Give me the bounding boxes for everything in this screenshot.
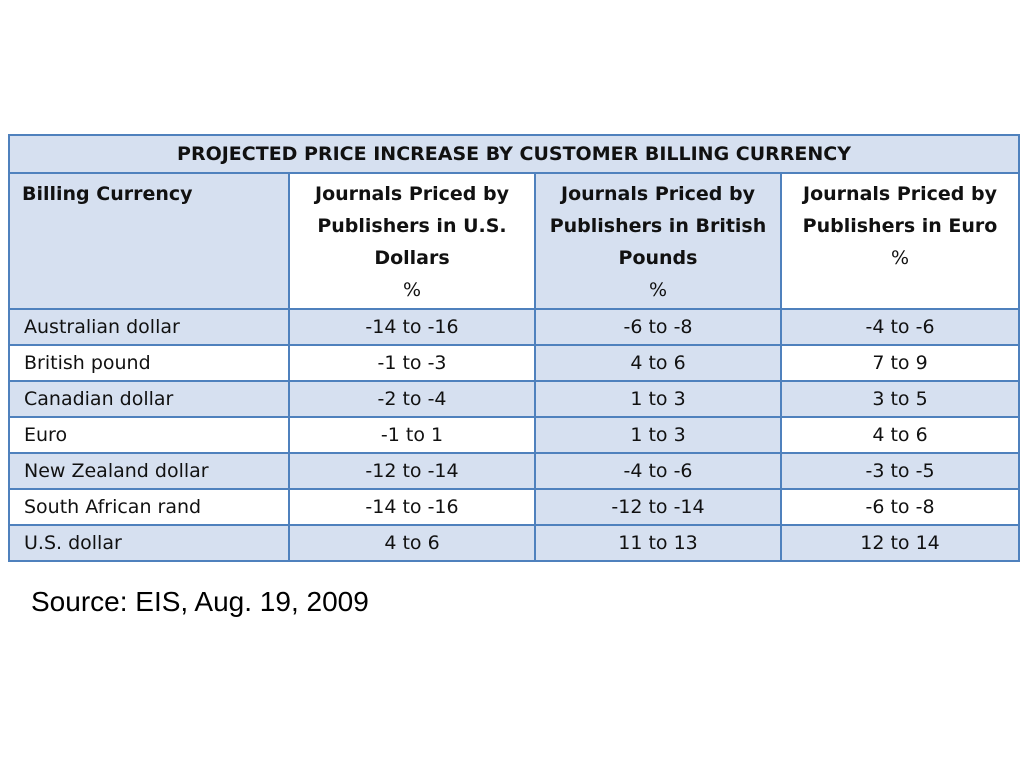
table-title-row: PROJECTED PRICE INCREASE BY CUSTOMER BIL…	[7, 134, 1021, 174]
table-row: U.S. dollar 4 to 6 11 to 13 12 to 14	[8, 524, 1021, 562]
row-usd-value: -12 to -14	[288, 452, 536, 490]
header-eur: Journals Priced by Publishers in Euro %	[779, 172, 1021, 310]
row-currency: U.S. dollar	[8, 524, 290, 562]
row-gbp-value: -12 to -14	[534, 488, 782, 526]
table-row: Australian dollar -14 to -16 -6 to -8 -4…	[8, 308, 1021, 346]
row-currency: Australian dollar	[8, 308, 290, 346]
header-eur-label: Journals Priced by Publishers in Euro	[802, 183, 998, 237]
row-gbp-value: 1 to 3	[534, 380, 782, 418]
table-title: PROJECTED PRICE INCREASE BY CUSTOMER BIL…	[7, 134, 1021, 174]
header-gbp-percent: %	[648, 279, 668, 301]
row-eur-value: 4 to 6	[779, 416, 1021, 454]
table-row: Euro -1 to 1 1 to 3 4 to 6	[8, 416, 1021, 454]
table-row: South African rand -14 to -16 -12 to -14…	[8, 488, 1021, 526]
row-usd-value: -2 to -4	[288, 380, 536, 418]
header-billing-currency-label: Billing Currency	[22, 183, 193, 205]
row-eur-value: 3 to 5	[779, 380, 1021, 418]
header-eur-percent: %	[890, 247, 910, 269]
header-usd-percent: %	[402, 279, 422, 301]
row-usd-value: -14 to -16	[288, 488, 536, 526]
row-eur-value: -4 to -6	[779, 308, 1021, 346]
header-usd: Journals Priced by Publishers in U.S. Do…	[288, 172, 536, 310]
row-gbp-value: 1 to 3	[534, 416, 782, 454]
row-eur-value: -6 to -8	[779, 488, 1021, 526]
table-header-row: Billing Currency Journals Priced by Publ…	[8, 172, 1021, 310]
row-eur-value: -3 to -5	[779, 452, 1021, 490]
table-row: New Zealand dollar -12 to -14 -4 to -6 -…	[8, 452, 1021, 490]
row-gbp-value: 11 to 13	[534, 524, 782, 562]
row-usd-value: -14 to -16	[288, 308, 536, 346]
row-gbp-value: -6 to -8	[534, 308, 782, 346]
row-currency: South African rand	[8, 488, 290, 526]
header-billing-currency: Billing Currency	[8, 172, 290, 310]
table-row: British pound -1 to -3 4 to 6 7 to 9	[8, 344, 1021, 382]
price-increase-table: PROJECTED PRICE INCREASE BY CUSTOMER BIL…	[7, 134, 1021, 562]
row-eur-value: 12 to 14	[779, 524, 1021, 562]
row-gbp-value: -4 to -6	[534, 452, 782, 490]
row-usd-value: -1 to -3	[288, 344, 536, 382]
row-currency: New Zealand dollar	[8, 452, 290, 490]
row-eur-value: 7 to 9	[779, 344, 1021, 382]
row-usd-value: 4 to 6	[288, 524, 536, 562]
row-currency: British pound	[8, 344, 290, 382]
header-usd-label: Journals Priced by Publishers in U.S. Do…	[315, 183, 509, 269]
header-gbp-label: Journals Priced by Publishers in British…	[549, 183, 767, 269]
row-gbp-value: 4 to 6	[534, 344, 782, 382]
row-currency: Euro	[8, 416, 290, 454]
header-gbp: Journals Priced by Publishers in British…	[534, 172, 782, 310]
row-currency: Canadian dollar	[8, 380, 290, 418]
table-row: Canadian dollar -2 to -4 1 to 3 3 to 5	[8, 380, 1021, 418]
row-usd-value: -1 to 1	[288, 416, 536, 454]
source-note: Source: EIS, Aug. 19, 2009	[31, 586, 369, 617]
